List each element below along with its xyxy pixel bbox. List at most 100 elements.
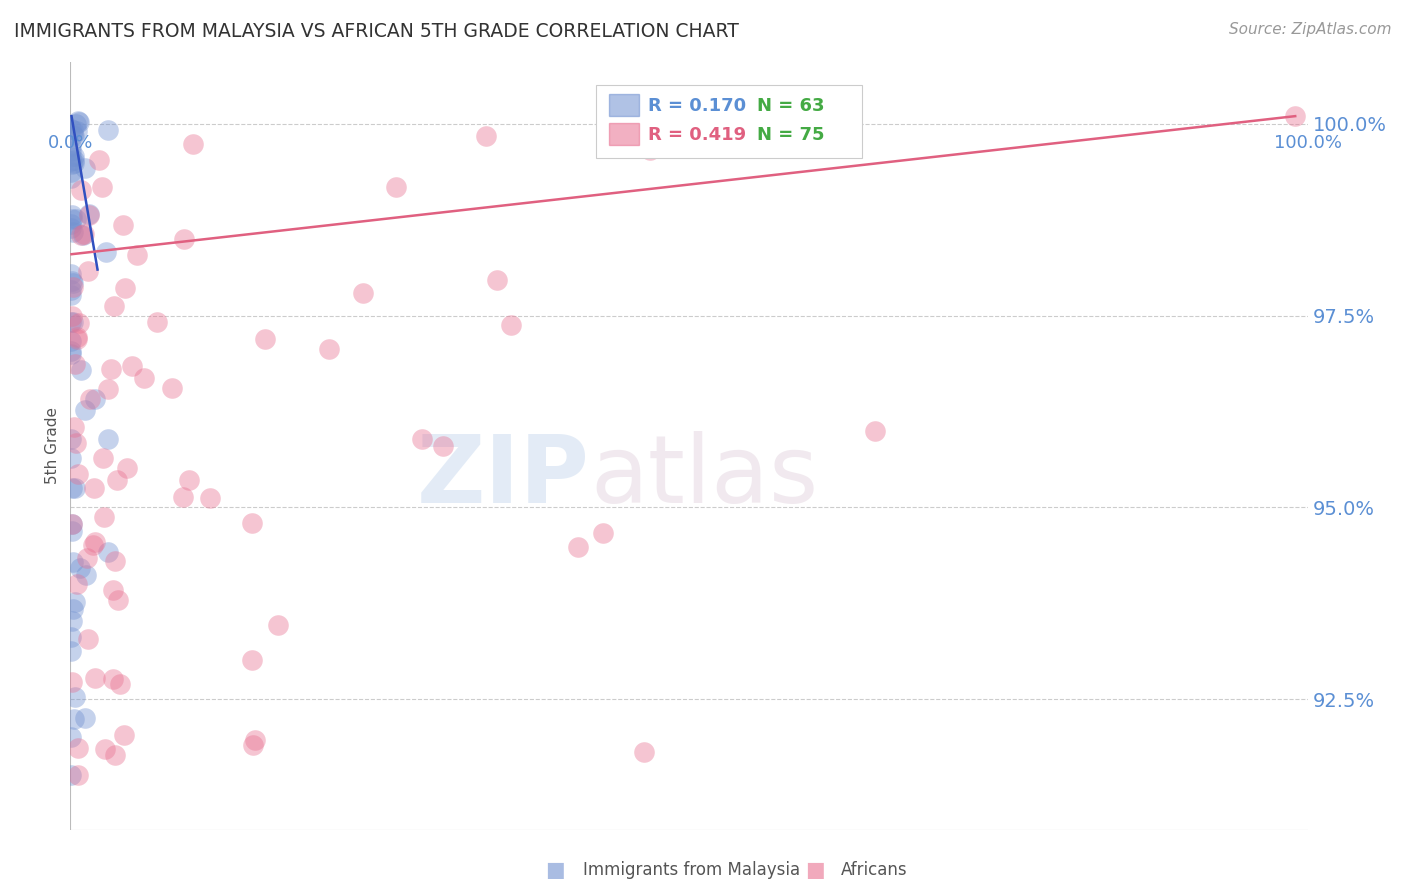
Point [60,481,83,495]
Text: ZIP: ZIP [418,431,591,523]
Text: Source: ZipAtlas.com: Source: ZipAtlas.com [1229,22,1392,37]
Point [62,225,84,239]
Point [60,212,83,227]
Point [65,212,87,227]
Point [59,139,82,153]
Point [62,279,84,293]
Point [59,268,82,282]
Text: N = 63: N = 63 [756,97,824,115]
Point [242,738,264,752]
Text: R = 0.419: R = 0.419 [648,126,747,144]
Text: N = 75: N = 75 [756,126,824,144]
Y-axis label: 5th Grade: 5th Grade [45,408,60,484]
Point [1284,109,1306,123]
Point [89,153,111,167]
Point [59,768,82,782]
Text: atlas: atlas [591,431,818,523]
Point [411,432,433,446]
FancyBboxPatch shape [609,123,640,145]
Point [60,288,83,302]
Point [91,179,114,194]
Point [73,227,96,242]
Point [638,144,661,158]
Point [179,473,201,487]
Point [69,362,91,376]
Point [59,334,82,349]
Point [76,550,98,565]
Text: 100.0%: 100.0% [1274,134,1341,152]
Point [60,315,83,329]
Point [59,730,82,744]
Point [77,264,100,278]
Point [62,601,84,615]
Point [59,630,82,644]
Point [63,712,86,726]
Point [60,615,83,629]
Point [475,128,498,143]
Point [77,207,100,221]
Point [633,745,655,759]
Point [567,540,589,554]
Point [501,318,523,332]
Point [486,273,509,287]
Point [72,228,94,243]
Point [97,545,120,559]
Point [385,180,408,194]
Point [863,424,886,438]
Point [198,491,221,505]
Point [59,121,82,136]
Point [73,711,96,725]
Point [108,677,131,691]
Point [160,381,183,395]
FancyBboxPatch shape [596,86,862,158]
Point [93,510,115,524]
Point [84,535,107,549]
Point [104,554,127,568]
Point [63,420,86,434]
Point [62,555,84,569]
Point [59,343,82,358]
Point [62,123,84,137]
Point [240,653,263,667]
Text: 0.0%: 0.0% [48,134,93,152]
Point [75,568,97,582]
FancyBboxPatch shape [609,95,640,116]
Point [83,481,105,495]
Point [266,618,288,632]
Point [254,332,277,346]
Point [121,359,143,373]
Point [63,481,86,495]
Point [103,583,125,598]
Point [60,274,83,288]
Point [67,316,90,330]
Point [115,461,138,475]
Point [60,157,83,171]
Point [127,248,149,262]
Point [103,300,125,314]
Point [60,283,83,297]
Point [100,362,122,376]
Point [83,392,105,407]
Point [62,315,84,329]
Point [97,122,120,136]
Point [66,332,89,346]
Point [59,347,82,361]
Point [63,595,86,609]
Point [104,747,127,762]
Point [97,383,120,397]
Point [66,467,89,481]
Point [59,171,82,186]
Point [60,208,83,222]
Text: Immigrants from Malaysia: Immigrants from Malaysia [583,861,800,879]
Point [60,516,83,531]
Point [181,136,204,151]
Point [67,113,90,128]
Point [66,768,89,782]
Text: Africans: Africans [841,861,907,879]
Point [592,525,614,540]
Point [66,124,89,138]
Point [66,577,89,591]
Point [94,742,117,756]
Point [65,357,87,371]
Point [79,392,101,407]
